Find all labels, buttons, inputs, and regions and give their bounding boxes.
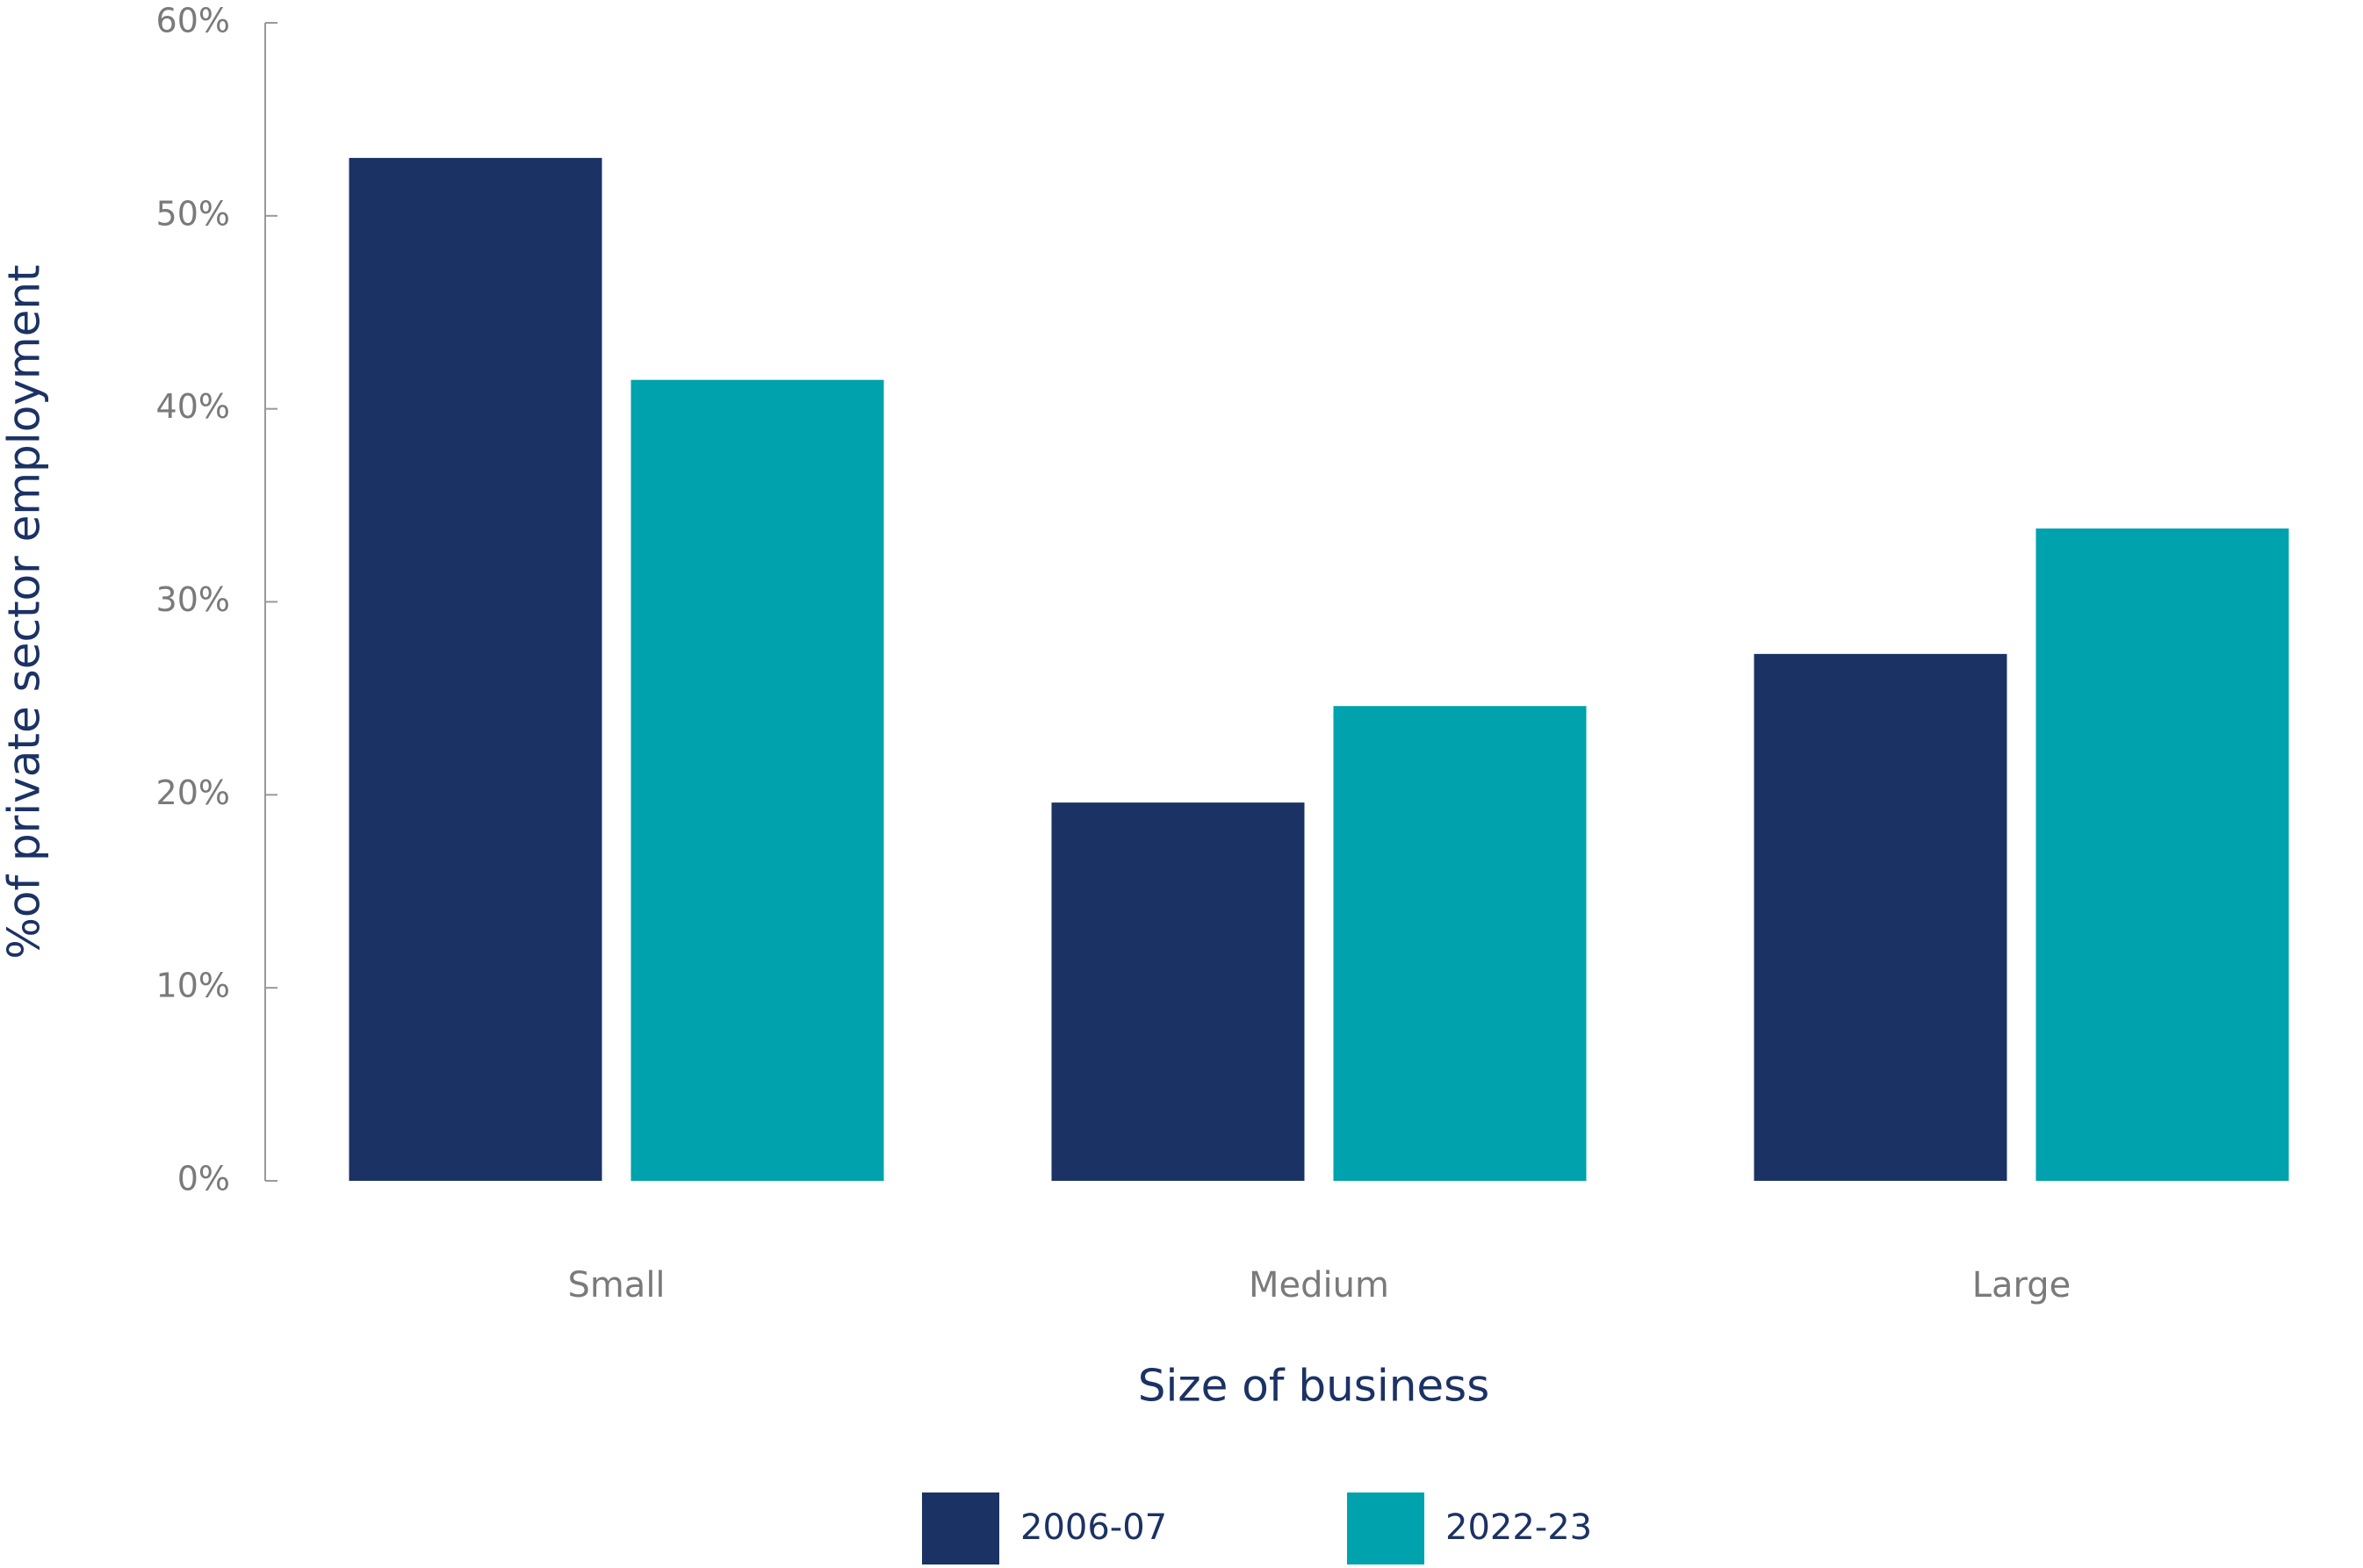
y-tick-label: 50% <box>156 194 230 233</box>
y-tick-label: 0% <box>177 1160 230 1198</box>
x-tick-label: Small <box>567 1265 665 1305</box>
x-tick-label: Medium <box>1249 1265 1389 1305</box>
bar <box>1333 706 1587 1181</box>
y-tick-label: 10% <box>156 967 230 1005</box>
legend-swatch <box>1347 1492 1424 1564</box>
y-tick-label: 20% <box>156 773 230 812</box>
bar <box>1051 802 1305 1181</box>
y-axis-title: %of private sector employment <box>0 264 50 959</box>
bar <box>349 157 602 1182</box>
bar <box>1754 653 2007 1181</box>
bar <box>2035 528 2289 1181</box>
bar <box>630 379 884 1182</box>
x-tick-label: Large <box>1972 1265 2071 1305</box>
legend-label: 2006-07 <box>1020 1507 1167 1548</box>
y-tick-label: 60% <box>156 2 230 40</box>
x-axis-title: Size of business <box>1138 1361 1490 1412</box>
y-tick-label: 40% <box>156 387 230 426</box>
legend-swatch <box>922 1492 999 1564</box>
y-tick-label: 30% <box>156 580 230 619</box>
legend-label: 2022-23 <box>1445 1507 1592 1548</box>
